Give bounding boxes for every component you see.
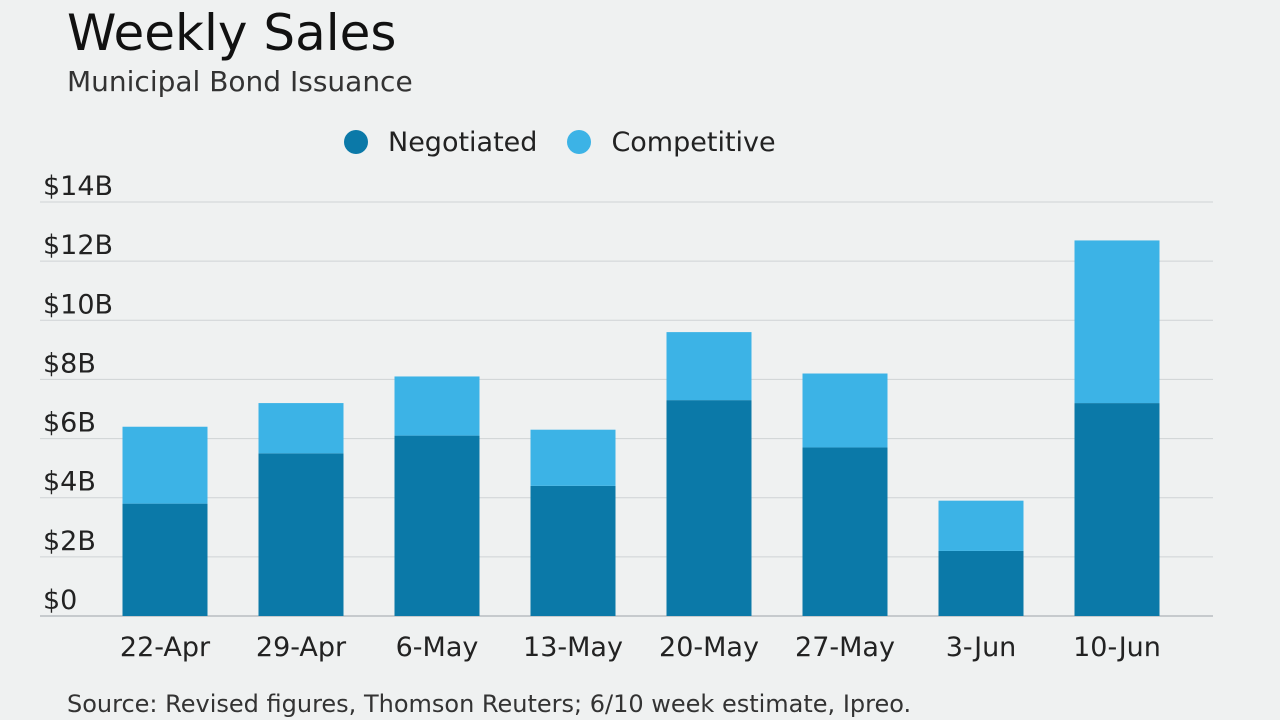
bar-negotiated-3-jun xyxy=(938,550,1024,616)
x-tick-label: 13-May xyxy=(523,632,623,663)
legend-swatch-negotiated xyxy=(344,130,368,154)
bar-competitive-10-jun xyxy=(1074,240,1160,404)
y-tick-label: $4B xyxy=(43,467,96,498)
legend-label-negotiated: Negotiated xyxy=(388,126,538,158)
bar-competitive-3-jun xyxy=(938,500,1024,551)
x-tick-label: 10-Jun xyxy=(1073,632,1161,663)
bar-negotiated-6-may xyxy=(394,435,480,616)
bar-negotiated-29-apr xyxy=(258,453,344,616)
y-tick-label: $8B xyxy=(43,348,96,379)
legend-label-competitive: Competitive xyxy=(611,126,776,158)
y-tick-label: $0 xyxy=(43,585,77,616)
x-tick-label: 27-May xyxy=(795,632,895,663)
bar-negotiated-27-may xyxy=(802,447,888,616)
x-tick-label: 20-May xyxy=(659,632,759,663)
legend-swatch-competitive xyxy=(567,130,592,154)
bar-competitive-6-may xyxy=(394,376,480,436)
bar-negotiated-20-may xyxy=(666,400,752,616)
bar-competitive-27-may xyxy=(802,373,888,448)
x-tick-label: 6-May xyxy=(396,632,479,663)
y-tick-label: $6B xyxy=(43,408,96,439)
bar-competitive-13-may xyxy=(530,429,616,486)
y-tick-label: $12B xyxy=(43,230,113,261)
bar-negotiated-10-jun xyxy=(1074,403,1160,616)
source-note: Source: Revised figures, Thomson Reuters… xyxy=(67,690,912,718)
bar-negotiated-22-apr xyxy=(122,503,208,616)
x-tick-label: 29-Apr xyxy=(256,632,347,663)
y-tick-label: $14B xyxy=(43,171,113,202)
legend-item-negotiated: Negotiated xyxy=(344,127,537,158)
y-tick-label: $2B xyxy=(43,526,96,557)
legend-item-competitive: Competitive xyxy=(567,126,776,158)
chart-title: Weekly Sales xyxy=(67,4,397,62)
chart-legend: Negotiated Competitive xyxy=(344,124,806,160)
bar-negotiated-13-may xyxy=(530,485,616,616)
chart-subtitle: Municipal Bond Issuance xyxy=(67,65,413,98)
bar-competitive-29-apr xyxy=(258,403,344,454)
bar-competitive-22-apr xyxy=(122,426,208,504)
x-tick-label: 3-Jun xyxy=(946,632,1017,663)
x-tick-label: 22-Apr xyxy=(120,632,211,663)
y-tick-label: $10B xyxy=(43,289,113,320)
bar-competitive-20-may xyxy=(666,332,752,401)
